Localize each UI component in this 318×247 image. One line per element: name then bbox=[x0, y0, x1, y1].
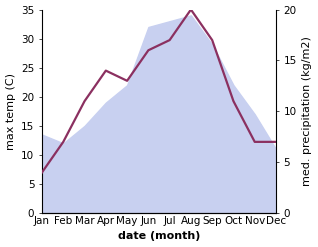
X-axis label: date (month): date (month) bbox=[118, 231, 200, 242]
Y-axis label: max temp (C): max temp (C) bbox=[5, 73, 16, 150]
Y-axis label: med. precipitation (kg/m2): med. precipitation (kg/m2) bbox=[302, 36, 313, 186]
